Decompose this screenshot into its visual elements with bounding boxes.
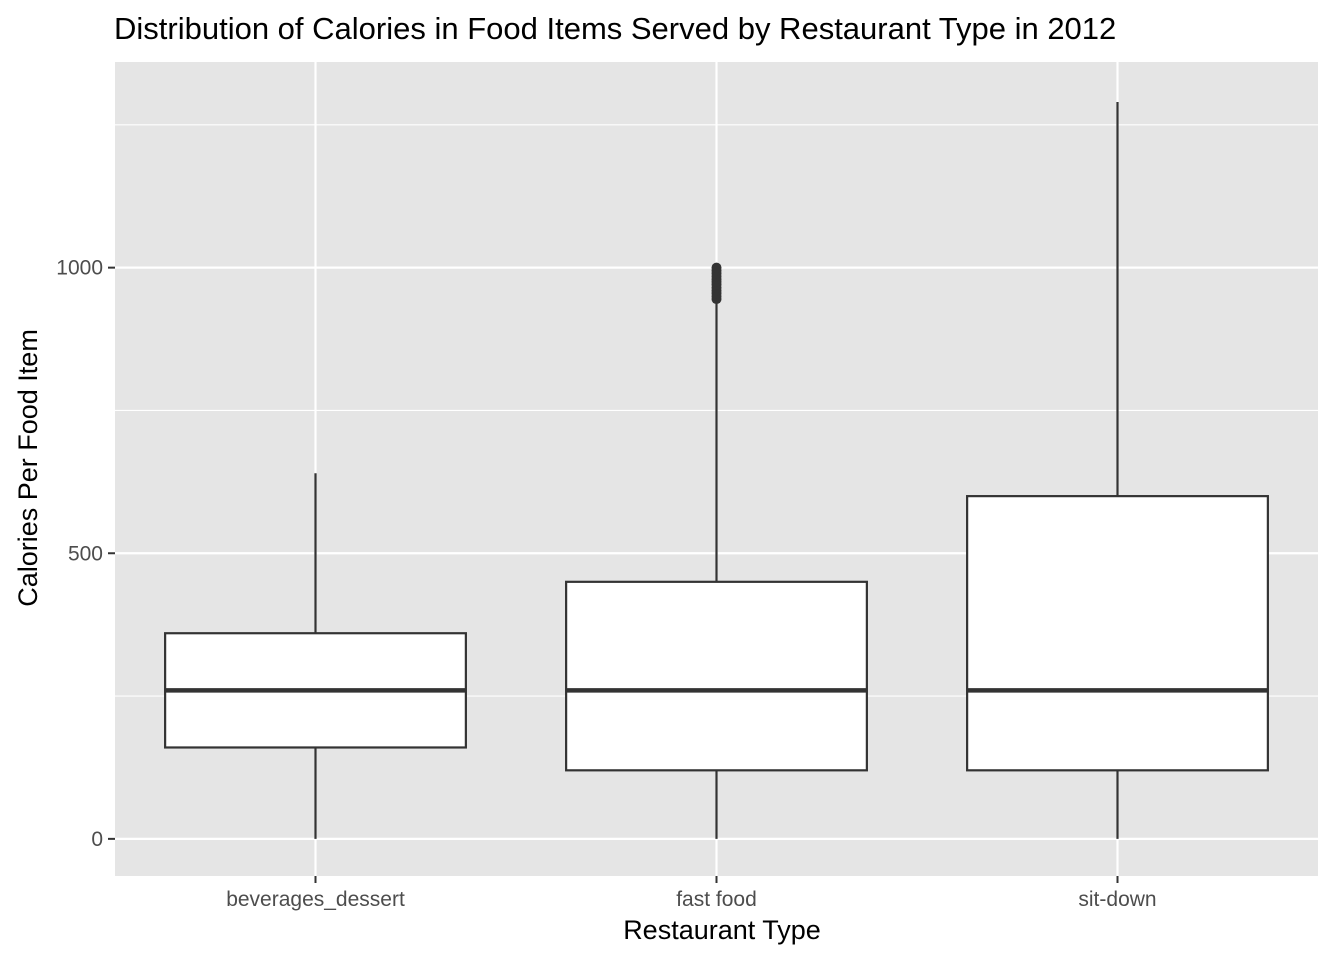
box-beverages-dessert (164, 473, 467, 839)
x-axis-title: Restaurant Type (623, 915, 821, 945)
x-tick-label: beverages_dessert (226, 888, 405, 911)
x-tick-label: sit-down (1078, 888, 1156, 911)
box-layer (164, 101, 1269, 839)
y-tick-label: 1000 (56, 257, 103, 280)
box-iqr (565, 580, 868, 772)
box-iqr (966, 495, 1269, 772)
y-tick-label: 500 (68, 542, 103, 565)
axis-ticks: 0 500 1000 beverages_dessert fast food sit-do… (56, 257, 1156, 911)
box-sit-down (966, 101, 1269, 839)
outlier-point (711, 262, 722, 273)
chart-title: Distribution of Calories in Food Items S… (114, 11, 1116, 46)
box-fast-food (565, 262, 868, 839)
y-tick-label: 0 (91, 828, 103, 851)
x-tick-label: fast food (676, 888, 757, 911)
y-axis-title: Calories Per Food Item (13, 329, 43, 607)
